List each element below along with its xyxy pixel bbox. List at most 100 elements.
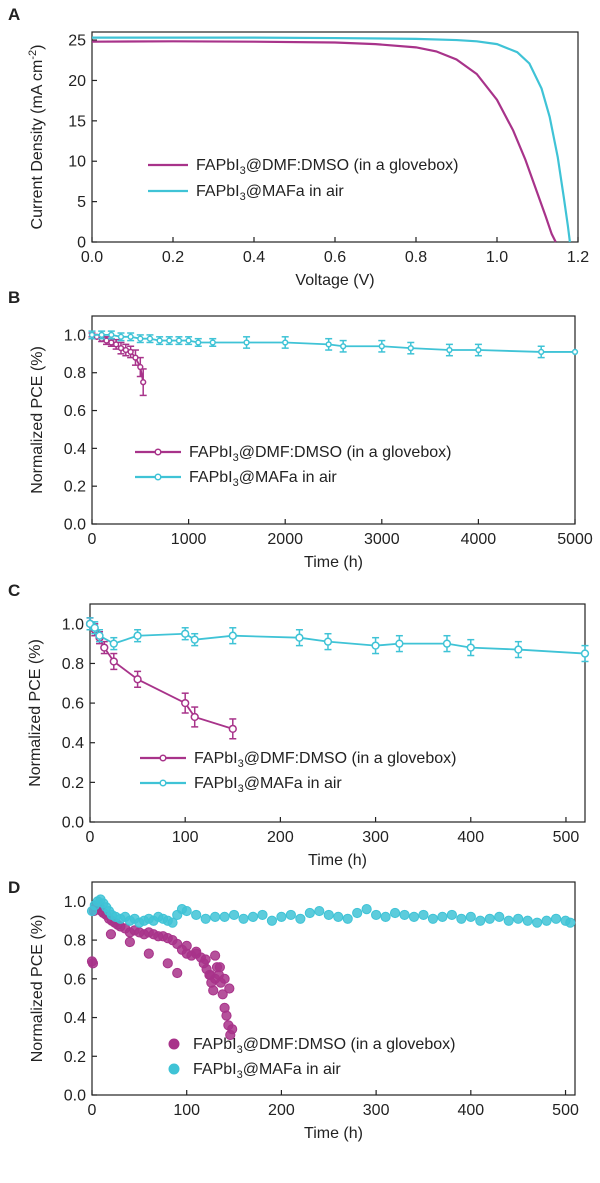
panel-label: C [8,581,20,600]
data-point [117,333,125,340]
data-point [181,940,192,952]
data-point [87,958,99,969]
legend-label: FAPbI3@MAFa in air [193,1061,341,1081]
y-tick-label: 0.4 [64,1010,86,1027]
data-point [137,335,144,342]
data-point [133,631,142,640]
series-mafa-air [85,617,590,663]
y-tick-label: 0.6 [64,971,86,988]
legend-marker [154,473,162,481]
data-point [352,907,363,919]
data-point [185,337,192,344]
series-line [89,623,234,730]
legend-label: FAPbI3@MAFa in air [196,183,344,203]
x-tick-label: 0 [88,1102,97,1119]
data-point [95,631,104,640]
data-point [503,915,514,926]
x-tick-label: 100 [173,1102,200,1119]
data-point [208,985,219,996]
y-tick-label: 5 [77,194,86,211]
data-point [190,635,199,644]
x-tick-label: 1.2 [567,249,589,266]
data-point [228,724,237,734]
plot-frame [91,881,576,1096]
series-line [92,36,571,243]
data-point [342,913,353,924]
data-point [127,333,134,340]
data-point [314,905,325,917]
legend-label: FAPbI3@DMF:DMSO (in a glovebox) [196,157,458,177]
data-point [465,911,476,922]
legend-label-subscript: 3 [233,477,239,489]
x-tick-label: 0 [88,531,97,548]
data-point [219,911,230,922]
data-point [522,915,533,926]
data-point [172,967,183,979]
data-point [247,911,259,922]
legend-label-pre: FAPbI [194,750,238,767]
data-point [105,929,117,940]
series-dmf-dmso [91,40,557,243]
panel-b: B 0 1000 2000 3000 4000 5000 0.0 0.2 0.4 0.6 0.8 1.0… [8,288,593,571]
data-point [475,915,486,926]
data-point [361,904,372,915]
data-point [217,989,228,1000]
data-point [228,631,237,640]
x-tick-label: 100 [172,829,199,846]
x-tick-label: 4000 [461,531,497,548]
y-tick-label: 0.8 [64,365,86,382]
data-point [162,958,173,969]
data-point [380,911,391,922]
data-point [446,346,453,354]
data-point [190,712,199,722]
data-point [371,641,380,650]
data-point [304,907,315,919]
y-tick-label: 0.6 [62,696,84,713]
x-tick-label: 500 [553,829,580,846]
y-tick-label: 0.6 [64,403,86,420]
data-point [514,645,523,654]
legend-label-pre: FAPbI [196,157,240,174]
data-point [238,913,249,924]
data-point [181,629,190,638]
legend-label-subscript: 3 [240,165,246,177]
data-point [571,348,579,356]
data-point [407,344,414,352]
data-point [323,909,334,921]
legend-label-subscript: 3 [238,783,244,795]
legend-label-subscript: 3 [237,1069,243,1081]
legend-item: FAPbI3@MAFa in air [148,183,344,203]
panel-a: A 0.0 0.2 0.4 0.6 0.8 1.0 1.2 0 5 10 15 20 25 Voltage … [8,5,589,289]
legend-item: FAPbI3@DMF:DMSO (in a glovebox) [140,750,456,770]
x-axis-label: Voltage (V) [295,272,374,289]
x-tick-label: 3000 [364,531,400,548]
y-tick-label: 0.8 [64,933,86,950]
panel-label: B [8,288,20,307]
data-point [166,337,173,344]
data-point [181,698,190,708]
data-point [100,643,109,652]
data-point [210,911,221,922]
data-point [133,675,142,684]
legend-label-pre: FAPbI [193,1061,237,1078]
plot-frame [91,315,576,525]
x-tick-label: 300 [363,1102,390,1119]
data-point [113,341,120,348]
x-tick-label: 500 [552,1102,579,1119]
y-tick-label: 0.2 [64,1049,86,1066]
legend-label-pre: FAPbI [196,183,240,200]
data-point [175,337,183,344]
x-tick-label: 1.0 [486,249,508,266]
y-axis-label: Normalized PCE (%) [27,639,44,787]
legend-item: FAPbI3@MAFa in air [135,469,337,489]
legend-label-post: @DMF:DMSO (in a glovebox) [243,1036,456,1053]
legend-label-subscript: 3 [238,758,244,770]
legend-item: FAPbI3@DMF:DMSO (in a glovebox) [135,444,451,464]
data-point [580,649,590,658]
data-point [200,954,211,965]
x-tick-label: 2000 [267,531,303,548]
data-point [88,331,96,339]
data-point [98,331,105,339]
panel-label: A [8,5,20,24]
data-point [143,948,154,959]
